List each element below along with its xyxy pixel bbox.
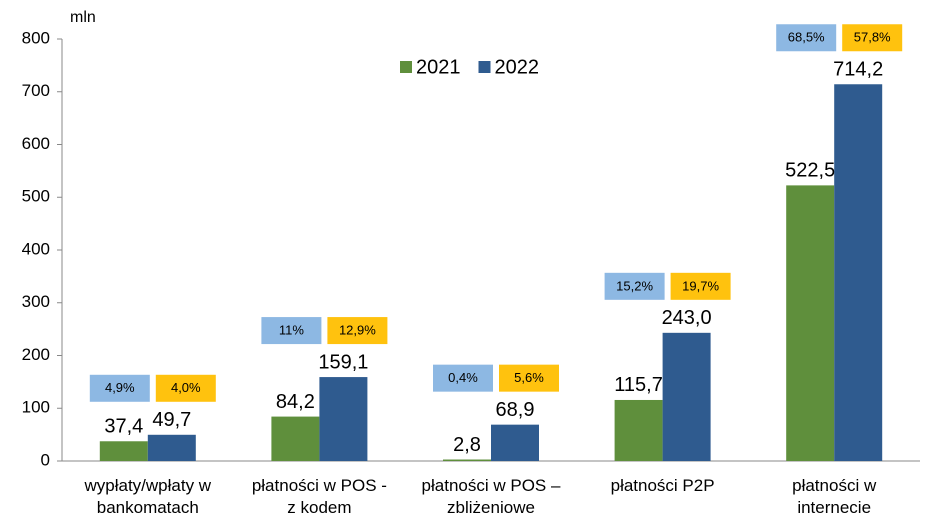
annotation-text: 19,7% <box>682 278 719 293</box>
y-axis-label: mln <box>70 9 96 26</box>
data-label: 243,0 <box>662 307 712 329</box>
x-tick-label: płatności w POS – zbliżeniowe <box>421 476 561 517</box>
y-tick-label: 100 <box>22 398 50 417</box>
legend-label: 2022 <box>495 56 540 78</box>
data-label: 84,2 <box>276 391 315 413</box>
legend-swatch <box>478 61 491 73</box>
y-tick-label: 600 <box>22 134 50 153</box>
annotation-text: 5,6% <box>514 370 544 385</box>
x-tick-label: płatności P2P <box>610 476 715 495</box>
data-label: 2,8 <box>453 434 481 456</box>
y-tick-label: 300 <box>22 292 50 311</box>
bar <box>786 185 835 461</box>
bar <box>662 332 711 461</box>
y-tick-label: 700 <box>22 81 50 100</box>
annotation-box <box>155 374 216 402</box>
data-label: 37,4 <box>104 416 143 438</box>
legend-label: 2021 <box>416 56 461 78</box>
y-tick-label: 800 <box>22 28 50 47</box>
annotation-box <box>261 317 322 345</box>
bar <box>147 434 196 461</box>
y-tick-label: 200 <box>22 345 50 364</box>
bar <box>319 377 368 461</box>
annotation-box <box>670 272 731 300</box>
data-label: 522,5 <box>785 160 835 182</box>
data-label: 68,9 <box>496 399 535 421</box>
y-tick-label: 500 <box>22 187 50 206</box>
annotation-box <box>89 374 150 402</box>
annotation-text: 4,9% <box>105 380 135 395</box>
data-label: 714,2 <box>833 59 883 81</box>
x-tick-label: płatności w POS - z kodem <box>251 476 387 517</box>
annotation-box <box>327 317 388 345</box>
annotation-box <box>499 364 559 392</box>
bar <box>491 424 539 461</box>
bar <box>834 84 883 462</box>
bar <box>271 416 320 461</box>
x-tick-label: wypłaty/wpłaty w bankomatach <box>84 476 212 517</box>
annotation-text: 12,9% <box>339 323 376 338</box>
annotation-box <box>433 364 493 392</box>
bar <box>614 399 663 461</box>
x-tick-label: płatności w internecie <box>792 476 877 517</box>
bar <box>443 459 491 461</box>
data-label: 115,7 <box>614 374 663 396</box>
annotation-box <box>842 24 903 52</box>
legend-swatch <box>400 61 412 73</box>
bar <box>99 441 148 461</box>
annotation-box <box>604 272 665 300</box>
annotation-text: 11% <box>279 323 304 338</box>
annotation-text: 68,5% <box>788 30 825 45</box>
y-tick-label: 0 <box>41 450 50 469</box>
annotation-text: 4,0% <box>171 380 201 395</box>
annotation-text: 57,8% <box>854 30 891 45</box>
annotation-text: 0,4% <box>448 370 478 385</box>
data-label: 49,7 <box>152 409 191 431</box>
annotation-text: 15,2% <box>616 278 653 293</box>
annotation-box <box>776 24 837 52</box>
y-tick-label: 400 <box>22 239 50 258</box>
data-label: 159,1 <box>318 351 368 373</box>
